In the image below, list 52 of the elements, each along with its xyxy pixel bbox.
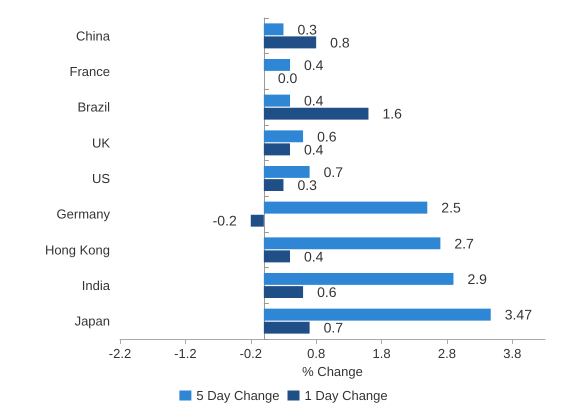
x-tick-label: 3.8 [503,346,522,361]
y-tick-label: India [82,278,111,293]
y-tick-label: France [70,64,110,79]
bar [264,130,304,142]
bar [264,202,428,214]
legend-label: 5 Day Change [196,388,280,403]
x-axis-title: % Change [302,364,363,379]
data-label: 2.7 [454,235,474,252]
data-label: 0.3 [297,21,318,38]
data-label: 2.9 [467,270,488,287]
bar [264,250,290,262]
data-label: 0.0 [278,70,298,86]
legend-label: 1 Day Change [304,388,388,403]
data-label: 0.4 [304,56,324,73]
bar [264,166,310,178]
x-tick-label: -0.2 [240,346,262,361]
bar [250,214,264,227]
bar [264,108,368,120]
bar [264,94,290,107]
x-tick-label: 2.8 [438,346,456,361]
bar [264,59,290,71]
x-tick-label: 1.8 [372,346,391,361]
bar [264,143,290,156]
x-tick-label: -1.2 [174,346,197,361]
y-tick-label: Japan [74,314,110,329]
bar [264,322,310,334]
y-tick-label: Brazil [77,100,110,115]
bar [264,36,316,48]
data-label: -0.2 [212,212,237,229]
bar [264,237,440,250]
y-tick-label: Hong Kong [44,242,110,258]
bar [264,23,284,36]
data-label: 0.7 [324,164,344,180]
data-label: 0.4 [304,248,324,264]
bar [264,286,304,298]
bar [264,308,491,321]
x-tick-label: 0.8 [307,346,326,361]
y-tick-label: China [76,28,111,44]
data-label: 0.6 [317,284,337,300]
data-label: 0.4 [304,92,324,109]
data-label: 0.8 [330,34,350,50]
bar [264,179,284,191]
data-label: 1.6 [382,106,402,122]
bar [264,273,454,285]
y-tick-label: UK [92,135,110,150]
data-label: 2.5 [441,200,461,216]
data-label: 0.3 [297,177,318,194]
y-tick-label: US [92,171,110,186]
data-label: 0.7 [324,320,344,336]
data-label: 3.47 [504,306,532,323]
y-tick-label: Germany [56,206,110,222]
x-tick-label: -2.2 [108,346,132,361]
